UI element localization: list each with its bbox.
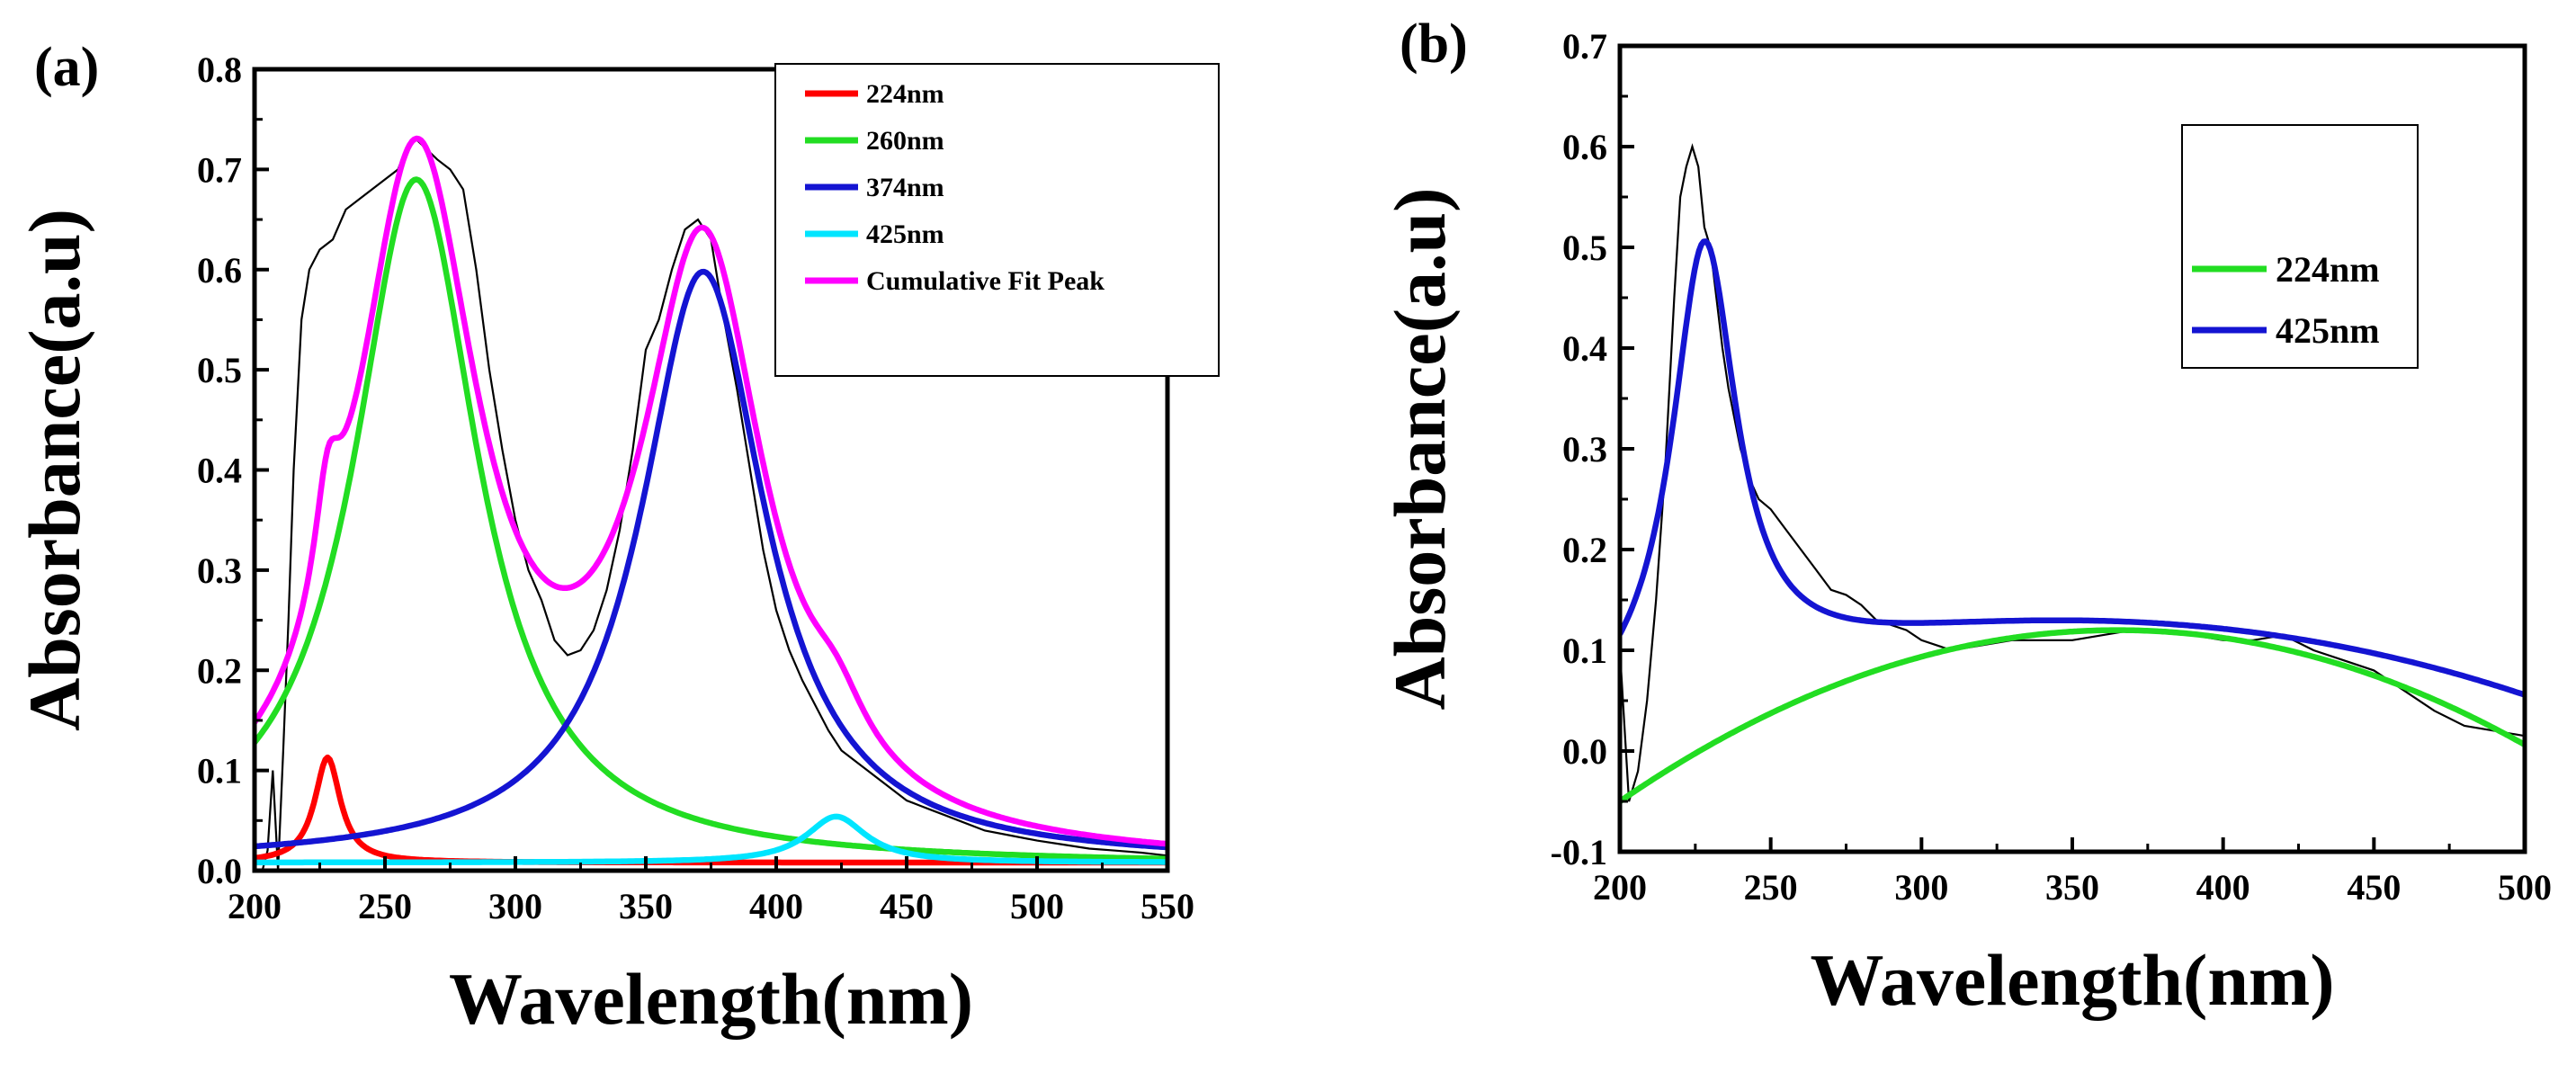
- legend-label: 224nm: [866, 79, 944, 109]
- legend-label: 425nm: [2276, 310, 2380, 351]
- legend-box: [774, 63, 1220, 377]
- x-tick-label: 250: [358, 886, 412, 926]
- legend-label: 425nm: [866, 219, 944, 249]
- legend: 224nm 425nm: [2181, 124, 2419, 369]
- y-tick-label: 0.5: [1562, 228, 1607, 268]
- y-tick-label: 0.1: [1562, 630, 1607, 671]
- y-tick-label: 0.1: [197, 751, 242, 791]
- series-374nm: [255, 268, 1167, 851]
- y-axis-title: Absorbance(a.u): [1379, 188, 1461, 711]
- y-tick-label: 0.5: [197, 350, 242, 390]
- series-260nm: [255, 176, 1167, 863]
- x-tick-label: 350: [2045, 867, 2099, 908]
- x-tick-label: 200: [228, 886, 282, 926]
- x-tick-label: 550: [1140, 886, 1194, 926]
- legend-label: 374nm: [866, 173, 944, 202]
- y-tick-label: 0.4: [197, 451, 242, 491]
- panel-a: 200 250 300 350 400 450 500 550 0.0 0.1 0.2 0.3 0.4 0…: [13, 37, 1220, 1040]
- y-tick-label: -0.1: [1551, 832, 1607, 872]
- legend: 224nm 260nm 374nm 425nm Cumulative Fit Peak: [774, 63, 1220, 377]
- x-tick-label: 450: [880, 886, 934, 926]
- x-axis-title: Wavelength(nm): [449, 958, 973, 1040]
- y-tick-label: 0.3: [1562, 429, 1607, 469]
- legend-label: 260nm: [866, 126, 944, 156]
- y-tick-label: 0.3: [197, 550, 242, 591]
- x-axis-title: Wavelength(nm): [1810, 939, 2334, 1021]
- plot-area: [255, 135, 1167, 871]
- x-tick-label: 300: [488, 886, 542, 926]
- plot-area: [1620, 143, 2525, 804]
- x-tick-label: 350: [619, 886, 673, 926]
- x-tick-label: 300: [1894, 867, 1948, 908]
- series-224nm: [1620, 627, 2525, 804]
- x-tick-label: 500: [2498, 867, 2552, 908]
- panel-label: (a): [34, 37, 99, 98]
- x-tick-label: 200: [1593, 867, 1647, 908]
- legend-label: Cumulative Fit Peak: [866, 266, 1105, 296]
- x-tick-label: 500: [1010, 886, 1064, 926]
- y-tick-label: 0.7: [197, 149, 242, 190]
- y-tick-label: 0.0: [197, 851, 242, 891]
- panel-label: (b): [1400, 13, 1468, 75]
- x-tick-label: 450: [2347, 867, 2401, 908]
- x-tick-label: 400: [749, 886, 803, 926]
- series-425nm: [1620, 238, 2525, 698]
- y-tick-label: 0.8: [197, 49, 242, 90]
- y-tick-label: 0.6: [1562, 127, 1607, 167]
- panel-b: 200 250 300 350 400 450 500 -0.1 0.0 0.1 0.2 0.3 0.4…: [1379, 13, 2552, 1021]
- y-axis-title: Absorbance(a.u): [13, 209, 95, 731]
- legend-label: 224nm: [2276, 249, 2380, 290]
- y-tick-label: 0.4: [1562, 328, 1607, 369]
- y-tick-label: 0.0: [1562, 731, 1607, 772]
- series-cumulative-fit-peak: [255, 135, 1167, 847]
- x-tick-label: 400: [2196, 867, 2250, 908]
- y-tick-label: 0.6: [197, 250, 242, 291]
- y-tick-label: 0.2: [197, 650, 242, 691]
- y-tick-label: 0.2: [1562, 530, 1607, 570]
- series-224nm: [255, 754, 1167, 866]
- x-tick-label: 250: [1744, 867, 1798, 908]
- series-425nm: [255, 813, 1167, 866]
- y-tick-label: 0.7: [1562, 26, 1607, 67]
